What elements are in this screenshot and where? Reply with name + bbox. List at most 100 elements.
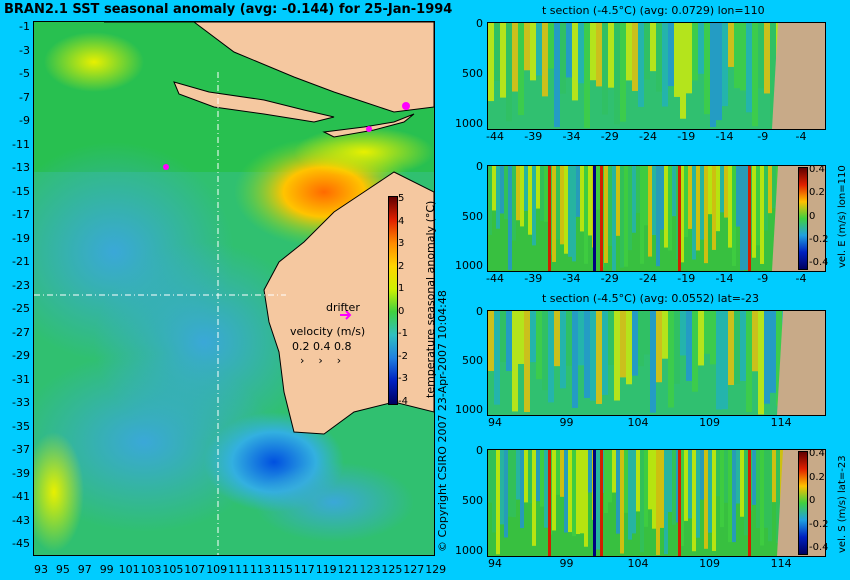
lat-tick-label: -37 — [12, 443, 30, 456]
lat-tick-label: -3 — [19, 43, 30, 57]
panel-y-tick: 0 — [476, 305, 483, 318]
section-panel-1[interactable] — [487, 22, 826, 130]
lat-tick-label: -15 — [12, 184, 30, 198]
sst-colorbar-tick: 2 — [398, 260, 405, 272]
copyright: © Copyright CSIRO 2007 23-Apr-2007 10:04… — [436, 290, 449, 552]
drifter-marker — [163, 164, 169, 170]
panel-x-tick: 104 — [627, 557, 649, 570]
velocity-colorbar-tick: -0.2 — [809, 233, 829, 245]
lat-tick-label: -23 — [12, 278, 30, 292]
sst-map-canvas — [34, 22, 434, 555]
sst-colorbar-tick: 1 — [398, 283, 405, 294]
lon-tick-label: 127 — [403, 563, 425, 576]
lon-tick-label: 107 — [184, 563, 206, 576]
panel-x-tick: -29 — [600, 272, 619, 285]
panel-x-tick: -9 — [757, 130, 769, 143]
panel-x-tick: 109 — [699, 557, 721, 570]
panel-x-tick: 94 — [488, 416, 502, 429]
lon-tick-label: 125 — [381, 563, 403, 576]
lat-tick-label: -13 — [12, 161, 30, 174]
lat-tick-label: -5 — [19, 67, 30, 80]
velocity-scale: 0.2 0.4 0.8 — [292, 340, 352, 353]
panel-x-tick: -39 — [524, 272, 543, 285]
panel-x-tick: 114 — [770, 416, 792, 429]
lon-tick-label: 111 — [228, 563, 250, 576]
lat-tick-label: -17 — [12, 208, 30, 221]
lat-tick-label: -9 — [19, 114, 30, 127]
drifter-marker — [402, 102, 410, 110]
lon-tick-label: 117 — [293, 563, 315, 576]
section-panel-4[interactable] — [487, 449, 826, 557]
panel-x-tick: -4 — [795, 130, 807, 143]
velocity-value: 0.8 — [334, 340, 352, 353]
sst-colorbar-tick: -3 — [398, 373, 408, 384]
velocity-colorbar-label: vel. E (m/s) lon=110 — [837, 165, 848, 268]
panel-title: t section (-4.5°C) (avg: 0.0729) lon=110 — [542, 4, 765, 17]
sst-colorbar-tick: -1 — [398, 328, 408, 339]
sst-map[interactable] — [33, 21, 435, 556]
panel-x-tick: -9 — [757, 272, 769, 285]
lon-tick-label: 93 — [34, 563, 48, 576]
panel-y-tick: 1000 — [455, 259, 483, 272]
section-canvas — [488, 450, 825, 556]
lat-tick-label: -25 — [12, 302, 30, 315]
lon-tick-label: 105 — [162, 563, 184, 576]
lat-tick-label: -41 — [12, 490, 30, 503]
drifter-arrow — [340, 310, 352, 320]
lon-tick-label: 109 — [206, 563, 228, 576]
lat-tick-label: -43 — [12, 513, 30, 527]
panel-x-tick: -29 — [600, 130, 619, 143]
velocity-value: 0.4 — [313, 340, 331, 353]
lon-tick-label: 115 — [271, 563, 293, 576]
lat-tick-label: -31 — [12, 372, 30, 386]
lat-tick-label: -7 — [19, 90, 30, 104]
section-canvas — [488, 23, 825, 129]
panel-x-tick: -39 — [524, 130, 543, 143]
section-panel-2[interactable] — [487, 165, 826, 272]
velocity-colorbar-label: vel. S (m/s) lat=-23 — [837, 455, 848, 553]
panel-x-tick: -34 — [562, 272, 581, 285]
panel-x-tick: -44 — [486, 272, 504, 285]
panel-x-tick: -24 — [639, 272, 657, 285]
lon-tick-label: 97 — [77, 563, 92, 576]
lon-tick-label: 113 — [250, 563, 271, 576]
sst-colorbar-tick: -2 — [398, 350, 408, 362]
panel-y-tick: 0 — [476, 444, 483, 457]
lon-tick-label: 101 — [118, 563, 140, 576]
panel-x-tick: -19 — [677, 130, 696, 143]
section-canvas — [488, 166, 825, 271]
section-canvas — [488, 311, 825, 415]
lat-tick-label: -27 — [12, 325, 30, 339]
panel-y-tick: 0 — [476, 160, 483, 173]
panel-x-tick: -14 — [715, 130, 734, 143]
panel-x-tick: -24 — [639, 130, 657, 143]
panel-x-tick: -34 — [562, 130, 581, 143]
velocity-value: 0.2 — [292, 340, 310, 353]
sst-colorbar-tick: 0 — [398, 305, 405, 317]
panel-x-tick: 109 — [699, 416, 721, 429]
lat-tick-label: -1 — [19, 20, 30, 33]
velocity-colorbar-tick: 0.4 — [809, 448, 825, 459]
lat-tick-label: -11 — [12, 137, 30, 151]
velocity-colorbar-tick: 0 — [809, 210, 816, 222]
panel-y-tick: 1000 — [455, 403, 483, 416]
panel-y-tick: 500 — [462, 354, 483, 367]
section-panel-3[interactable] — [487, 310, 826, 416]
lon-tick-label: 123 — [359, 563, 381, 576]
panel-y-tick: 1000 — [455, 117, 483, 130]
lon-tick-label: 129 — [425, 563, 447, 576]
velocity-colorbar-tick: 0.2 — [809, 471, 825, 483]
sst-colorbar — [388, 196, 398, 405]
panel-x-tick: 114 — [770, 557, 792, 570]
panel-y-tick: 500 — [462, 494, 483, 507]
panel-x-tick: -19 — [677, 272, 696, 285]
lon-tick-label: 121 — [337, 563, 359, 576]
velocity-colorbar — [798, 167, 808, 270]
lat-tick-label: -19 — [12, 231, 30, 245]
sst-colorbar-tick: 3 — [398, 238, 405, 249]
panel-x-tick: 94 — [488, 557, 502, 570]
map-title: BRAN2.1 SST seasonal anomaly (avg: -0.14… — [4, 2, 453, 17]
velocity-colorbar-tick: -0.4 — [809, 542, 829, 553]
velocity-colorbar-tick: 0.4 — [809, 164, 825, 175]
lat-tick-label: -33 — [12, 396, 30, 409]
